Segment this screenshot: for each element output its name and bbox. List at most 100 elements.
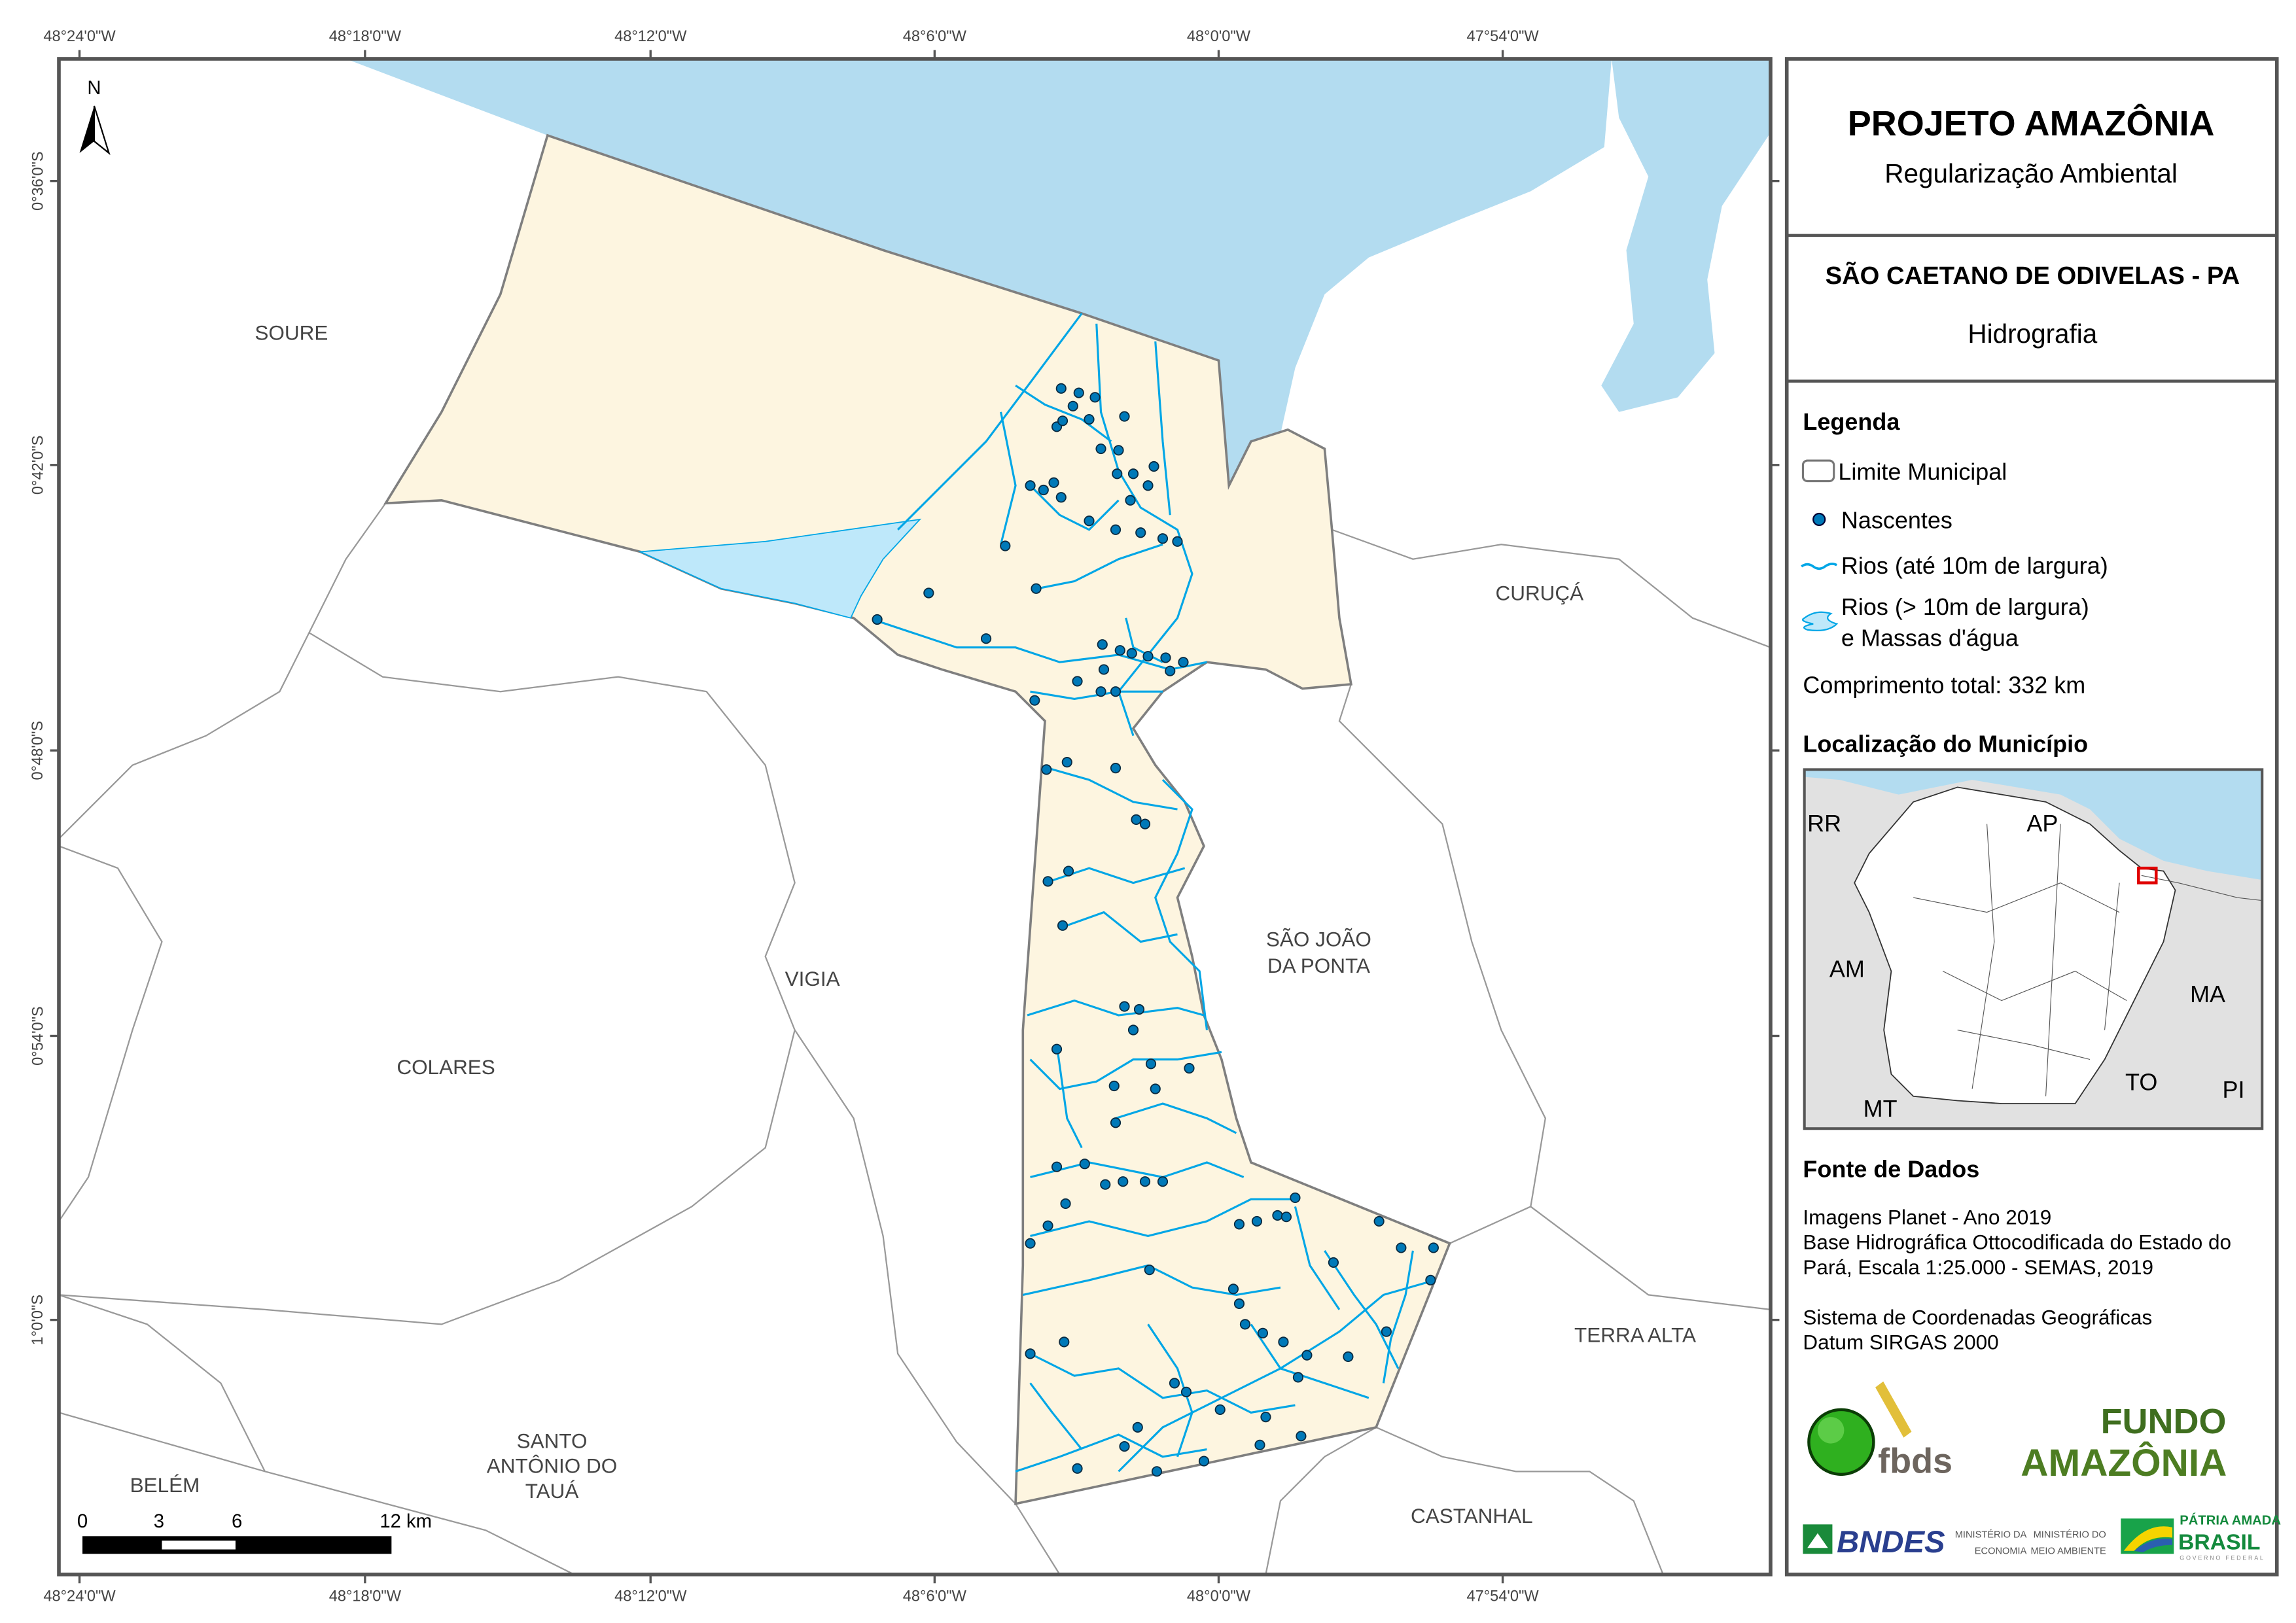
- map-border: [57, 57, 1773, 1577]
- spring-point: [1089, 392, 1101, 403]
- legend-title: Legenda: [1803, 408, 1900, 435]
- spring-point: [1025, 480, 1036, 491]
- location-inset-map: RR AP AM MA TO PI MT: [1803, 768, 2264, 1130]
- theme-title: Hidrografia: [1968, 319, 2097, 349]
- map-frame: SOURE CURUÇÁ SÃO JOÃO DA PONTA VIGIA COL…: [29, 28, 1780, 1605]
- spring-point: [1132, 1422, 1143, 1433]
- spring-point: [1396, 1242, 1407, 1253]
- river-line: [897, 313, 1083, 531]
- graticule-label-top: 48°0'0"W: [1187, 28, 1251, 45]
- spring-point: [1290, 1192, 1301, 1204]
- graticule-label-bottom: 48°24'0"W: [43, 1588, 116, 1605]
- spring-point: [1084, 413, 1095, 425]
- spring-point-icon: [1812, 512, 1826, 527]
- spring-point: [1084, 515, 1095, 527]
- info-panel: PROJETO AMAZÔNIA Regularização Ambiental…: [1784, 57, 2281, 1577]
- sources-title: Fonte de Dados: [1803, 1155, 1979, 1182]
- scale-bar: 0 3 6 12 km: [77, 1511, 432, 1554]
- spring-point: [1108, 1080, 1120, 1092]
- river-line: [1030, 1198, 1296, 1238]
- graticule-label-bottom: 47°54'0"W: [1466, 1588, 1539, 1605]
- spring-point: [1272, 1210, 1283, 1221]
- governo-federal-logo: PÁTRIA AMADA BRASIL GOVERNO FEDERAL: [2121, 1512, 2281, 1561]
- graticule-label-bottom: 48°6'0"W: [903, 1588, 967, 1605]
- spring-point: [1150, 1083, 1161, 1094]
- spring-point: [1328, 1257, 1339, 1268]
- graticule-label-left: 0°48'0"S: [29, 721, 46, 780]
- spring-point: [1042, 876, 1053, 887]
- graticule-label-top: 48°24'0"W: [43, 28, 116, 45]
- svg-text:fbds: fbds: [1878, 1442, 1952, 1481]
- spring-point: [1055, 383, 1067, 394]
- label-soure: SOURE: [255, 321, 328, 345]
- river-line: [1000, 411, 1017, 545]
- source-line: Sistema de Coordenadas Geográficas: [1803, 1305, 2152, 1329]
- spring-point: [1125, 495, 1136, 506]
- river-line: [877, 620, 1207, 671]
- inset-label-ma: MA: [2190, 981, 2225, 1007]
- spring-point: [1251, 1215, 1263, 1227]
- legend-item-springs: Nascentes: [1841, 507, 1952, 534]
- spring-point: [1157, 1176, 1169, 1187]
- spring-point: [1057, 920, 1069, 931]
- spring-point: [1110, 686, 1122, 697]
- spring-point: [1227, 1283, 1239, 1295]
- spring-point: [1059, 1336, 1070, 1348]
- spring-point: [1292, 1372, 1304, 1383]
- scale-label-0: 0: [77, 1511, 88, 1532]
- spring-point: [1051, 1161, 1063, 1172]
- inset-label-ap: AP: [2026, 810, 2058, 837]
- spring-point: [1126, 648, 1137, 659]
- spring-point: [1057, 415, 1069, 427]
- graticule-label-top: 47°54'0"W: [1466, 28, 1539, 45]
- spring-point: [1172, 536, 1183, 547]
- graticule-label-top: 48°6'0"W: [903, 28, 967, 45]
- svg-text:ECONOMIA: ECONOMIA: [1975, 1546, 2027, 1556]
- municipality-sao-caetano-de-odivelas[interactable]: [383, 133, 1451, 1506]
- svg-text:BRASIL: BRASIL: [2178, 1530, 2261, 1555]
- spring-point: [1118, 1176, 1129, 1187]
- ministries-logo: MINISTÉRIO DA ECONOMIA MINISTÉRIO DO MEI…: [1955, 1529, 2106, 1557]
- svg-text:MINISTÉRIO DA: MINISTÉRIO DA: [1955, 1529, 2027, 1541]
- source-line: Imagens Planet - Ano 2019: [1803, 1205, 2051, 1229]
- river-line: [1154, 341, 1171, 515]
- total-length-label: Comprimento total: 332 km: [1803, 671, 2085, 698]
- project-title: PROJETO AMAZÔNIA: [1848, 103, 2215, 143]
- municipality-location-marker: [2137, 866, 2158, 884]
- fundo-amazonia-logo: FUNDO AMAZÔNIA: [2021, 1402, 2227, 1484]
- river-line: [1029, 1352, 1296, 1414]
- spring-point: [1095, 443, 1106, 455]
- spring-point: [872, 614, 883, 625]
- graticule-labels: 48°24'0"W 48°18'0"W 48°12'0"W 48°6'0"W 48°0'…: [29, 28, 1780, 1605]
- spring-point: [1145, 1058, 1157, 1070]
- river-line: [1115, 1102, 1237, 1134]
- river-line: [1029, 1382, 1083, 1450]
- spring-point: [1112, 468, 1123, 480]
- river-line: [1037, 543, 1163, 590]
- spring-point: [1160, 652, 1171, 663]
- spring-point: [1133, 1003, 1145, 1015]
- graticule-label-left: 0°42'0"S: [29, 435, 46, 495]
- inset-label-to: TO: [2125, 1069, 2157, 1096]
- river-line: [1055, 1044, 1083, 1149]
- spring-point: [1257, 1327, 1269, 1338]
- springs-layer: [872, 383, 1439, 1477]
- spring-point: [923, 587, 934, 599]
- river-line: [1062, 911, 1178, 943]
- inset-label-mt: MT: [1863, 1095, 1898, 1122]
- legend-item-small-rivers: Rios (até 10m de largura): [1841, 552, 2108, 579]
- north-label: N: [87, 78, 101, 99]
- spring-point: [1425, 1274, 1436, 1286]
- spring-point: [1067, 400, 1078, 411]
- spring-point: [1060, 1198, 1071, 1210]
- scale-label-12: 12 km: [380, 1511, 432, 1532]
- water-body-icon: [1802, 611, 1839, 631]
- source-line: Datum SIRGAS 2000: [1803, 1331, 1998, 1354]
- bndes-logo: BNDES: [1803, 1524, 1945, 1560]
- spring-point: [1031, 583, 1042, 594]
- spring-point: [1139, 818, 1151, 829]
- svg-text:MEIO AMBIENTE: MEIO AMBIENTE: [2031, 1546, 2107, 1556]
- svg-text:AMAZÔNIA: AMAZÔNIA: [2021, 1440, 2227, 1484]
- spring-point: [1063, 865, 1074, 877]
- river-line: [1118, 1279, 1436, 1473]
